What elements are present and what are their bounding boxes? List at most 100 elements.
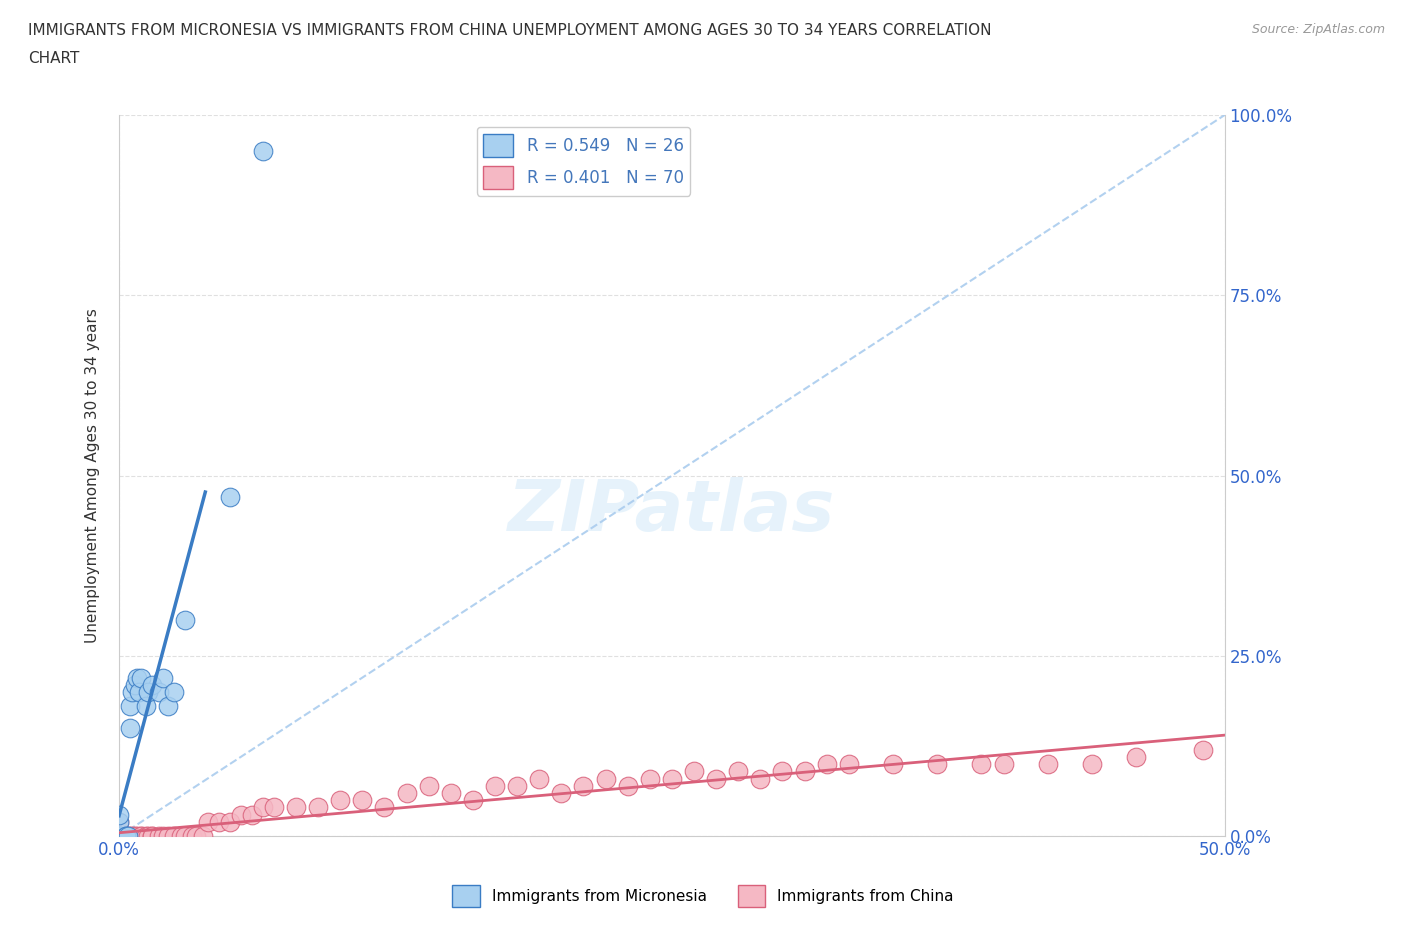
Point [704,771,727,786]
Point [129,829,152,844]
Point [108,829,131,844]
Point [120,721,142,736]
Point [352,793,374,808]
Point [815,757,838,772]
Point [108,829,131,844]
Point [218,490,240,505]
Point [882,757,904,772]
Point [124,677,146,692]
Point [120,699,142,714]
Point [114,829,136,844]
Point [191,829,214,844]
Point [181,829,204,844]
Point [616,778,638,793]
Point [141,829,163,844]
Point [749,771,772,786]
Text: ZIPatlas: ZIPatlas [508,477,835,546]
Text: IMMIGRANTS FROM MICRONESIA VS IMMIGRANTS FROM CHINA UNEMPLOYMENT AMONG AGES 30 T: IMMIGRANTS FROM MICRONESIA VS IMMIGRANTS… [28,23,991,38]
Point [927,757,949,772]
Point [197,815,219,830]
Legend: Immigrants from Micronesia, Immigrants from China: Immigrants from Micronesia, Immigrants f… [446,879,960,913]
Point [156,829,179,844]
Point [252,143,274,158]
Point [108,829,131,844]
Point [440,786,463,801]
Point [117,829,139,844]
Point [148,684,170,699]
Point [572,778,595,793]
Point [1036,757,1059,772]
Point [484,778,506,793]
Point [108,829,131,844]
Point [114,829,136,844]
Point [772,764,794,778]
Point [373,800,395,815]
Point [156,699,179,714]
Point [186,829,208,844]
Point [141,677,163,692]
Point [993,757,1015,772]
Point [170,829,193,844]
Point [240,807,263,822]
Point [263,800,285,815]
Point [838,757,860,772]
Point [108,829,131,844]
Point [120,829,142,844]
Point [418,778,440,793]
Point [218,815,240,830]
Point [129,671,152,685]
Point [638,771,661,786]
Point [108,815,131,830]
Point [117,829,139,844]
Point [125,671,148,685]
Point [1191,742,1213,757]
Point [135,829,157,844]
Point [1081,757,1104,772]
Point [108,829,131,844]
Point [136,829,159,844]
Point [136,684,159,699]
Point [461,793,484,808]
Point [135,699,157,714]
Point [125,829,148,844]
Point [114,829,136,844]
Point [661,771,683,786]
Point [163,829,186,844]
Point [108,807,131,822]
Point [727,764,749,778]
Legend: R = 0.549   N = 26, R = 0.401   N = 70: R = 0.549 N = 26, R = 0.401 N = 70 [477,126,690,196]
Point [329,793,352,808]
Point [970,757,993,772]
Point [793,764,815,778]
Point [229,807,252,822]
Point [148,829,170,844]
Point [129,829,152,844]
Point [506,778,529,793]
Point [307,800,329,815]
Point [108,829,131,844]
Point [108,829,131,844]
Text: CHART: CHART [28,51,80,66]
Point [395,786,418,801]
Point [152,829,174,844]
Point [121,829,143,844]
Point [1125,750,1147,764]
Point [121,684,143,699]
Point [108,829,131,844]
Point [163,684,186,699]
Point [124,829,146,844]
Y-axis label: Unemployment Among Ages 30 to 34 years: Unemployment Among Ages 30 to 34 years [86,308,100,644]
Point [595,771,617,786]
Text: Source: ZipAtlas.com: Source: ZipAtlas.com [1251,23,1385,36]
Point [252,800,274,815]
Point [529,771,551,786]
Point [284,800,307,815]
Point [108,815,131,830]
Point [108,829,131,844]
Point [152,671,174,685]
Point [683,764,706,778]
Point [550,786,572,801]
Point [174,829,197,844]
Point [207,815,229,830]
Point [108,829,131,844]
